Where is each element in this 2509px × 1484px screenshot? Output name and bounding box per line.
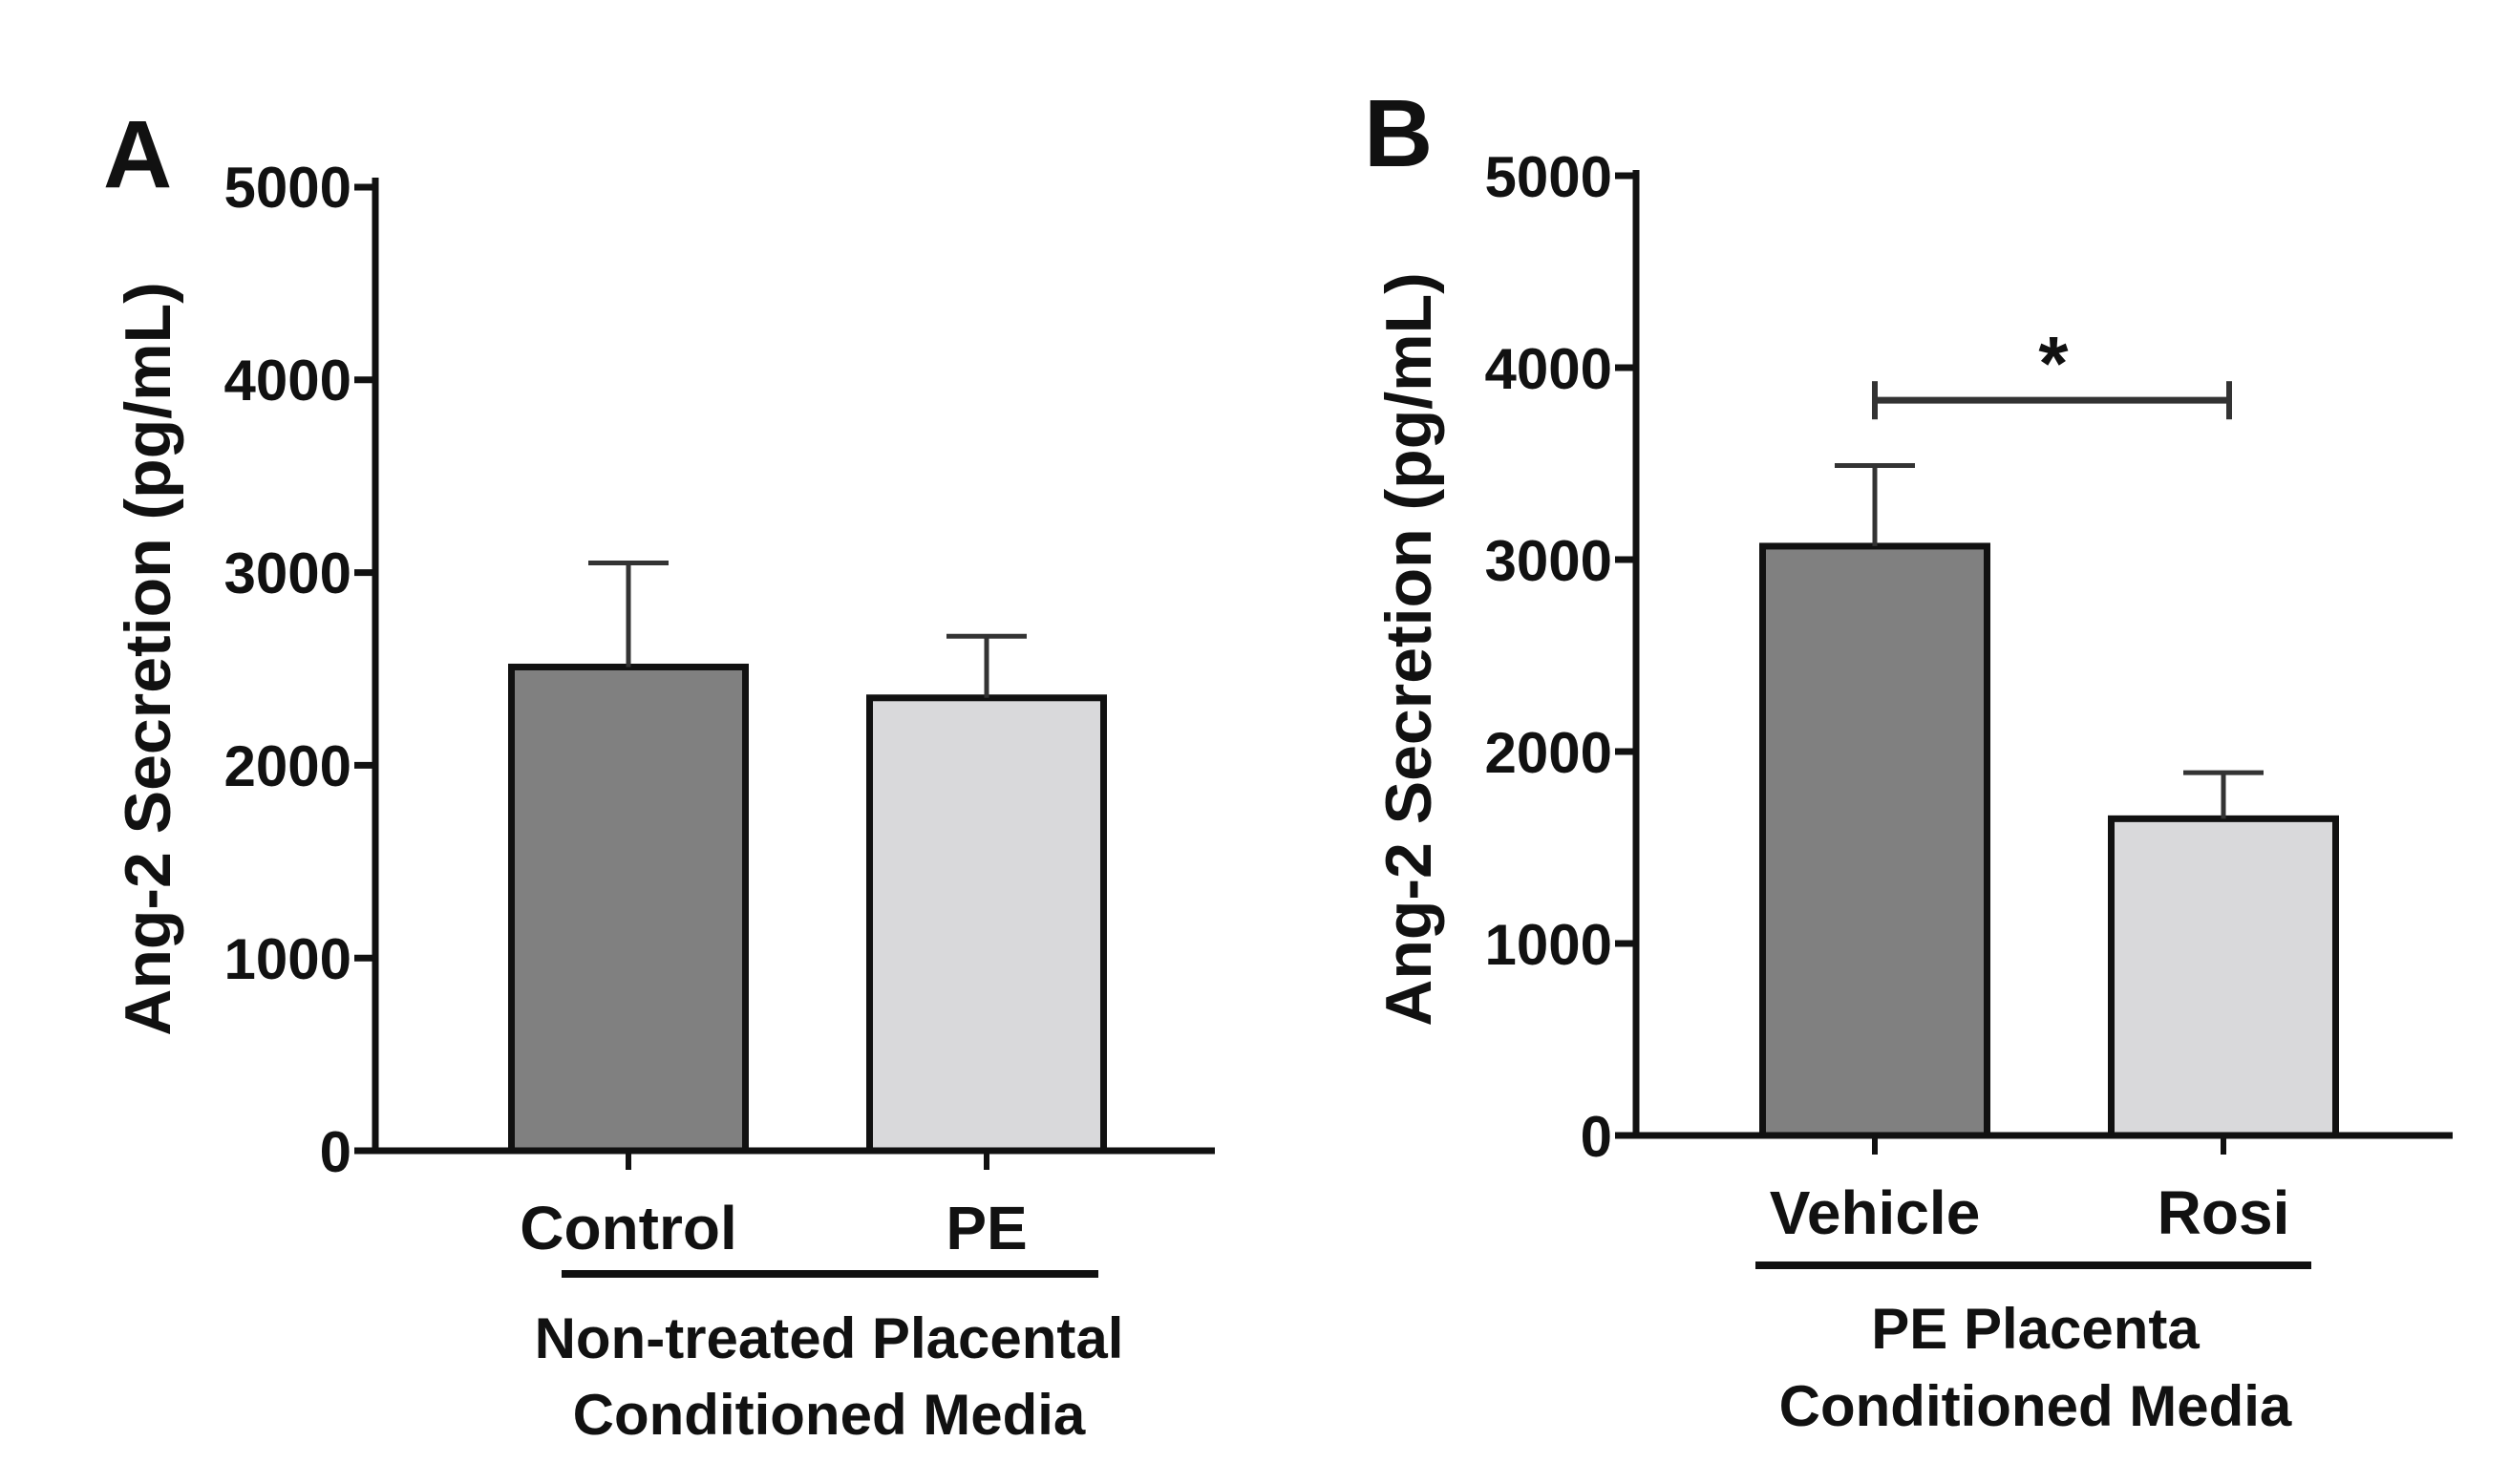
y-tick-label: 4000 [224,349,351,413]
panel-b-significance-bracket [1872,381,2232,420]
panel-b-bars [1759,542,2339,1139]
y-tick-label: 1000 [224,927,351,991]
y-tick-label: 0 [1581,1105,1612,1169]
panel-a-error-bars [588,561,1027,698]
panel-a-bars [508,663,1107,1155]
x-tick-label-control: Control [520,1194,737,1262]
y-tick-label: 2000 [1485,721,1612,785]
panel-a-y-tick-labels: 0 1000 2000 3000 4000 5000 [224,156,351,1184]
panel-b-letter: B [1364,80,1433,187]
panel-b-group-label-line2: Conditioned Media [1779,1374,2292,1438]
y-tick-label: 5000 [1485,145,1612,209]
panel-b-y-axis-label: Ang-2 Secretion (pg/mL) [1372,272,1445,1027]
y-tick-label: 4000 [1485,337,1612,401]
significance-asterisk: * [2038,321,2069,406]
bar-pe [866,694,1107,1155]
y-tick-label: 0 [320,1120,351,1184]
panel-b-y-ticks [1615,172,1636,1139]
y-tick-label: 3000 [1485,529,1612,593]
panel-a-group-label-line2: Conditioned Media [573,1383,1086,1447]
panel-a-x-ticks [626,1151,989,1170]
panel-b: B 0 1000 2000 3000 4000 5000 Ang-2 Secre… [1364,80,2453,1438]
panel-a-group-label-line1: Non-treated Placental [535,1306,1124,1370]
panel-a-y-axis-label: Ang-2 Secretion (pg/mL) [112,282,184,1036]
y-tick-label: 1000 [1485,913,1612,977]
y-tick-label: 3000 [224,541,351,605]
panel-a: A 0 1000 2000 3000 4000 5000 Ang-2 Secre… [103,101,1215,1447]
panel-b-group-label-line1: PE Placenta [1871,1297,2200,1361]
panel-a-letter: A [103,101,172,208]
bar-rosi [2108,815,2339,1139]
y-tick-label: 2000 [224,734,351,798]
bar-vehicle [1759,542,1990,1139]
bar-control [508,663,749,1155]
x-tick-label-rosi: Rosi [2158,1178,2290,1247]
y-tick-label: 5000 [224,156,351,220]
panel-b-x-ticks [1872,1135,2226,1155]
panel-a-y-ticks [354,183,375,1155]
panel-b-y-tick-labels: 0 1000 2000 3000 4000 5000 [1485,145,1612,1169]
x-tick-label-pe: PE [946,1194,1027,1262]
x-tick-label-vehicle: Vehicle [1770,1178,1981,1247]
panel-b-error-bars [1835,463,2264,819]
